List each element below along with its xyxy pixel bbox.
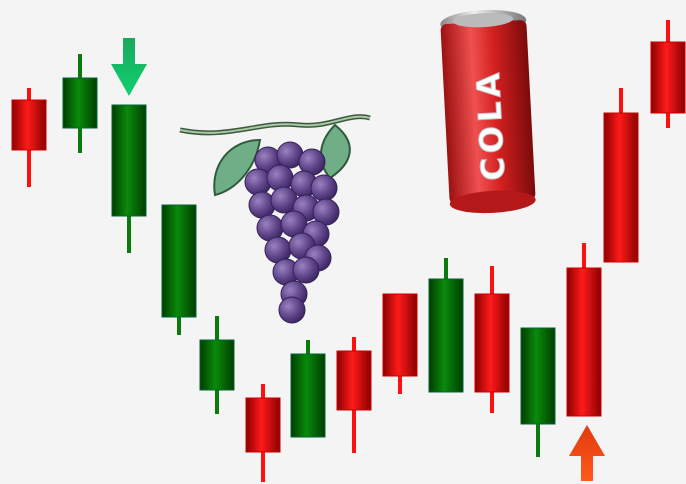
- candle-body: [246, 398, 280, 452]
- candle-body: [162, 205, 196, 317]
- grape: [293, 257, 319, 283]
- can-label: COLA: [469, 68, 513, 182]
- candle-body: [651, 42, 685, 113]
- grape: [279, 297, 305, 323]
- candle-body: [521, 328, 555, 424]
- grape: [245, 169, 271, 195]
- candle-body: [429, 279, 463, 392]
- candle-body: [383, 294, 417, 376]
- grape: [311, 175, 337, 201]
- candle-body: [337, 351, 371, 410]
- up-arrow: [569, 425, 605, 481]
- candles: [12, 20, 685, 482]
- candle-body: [567, 268, 601, 416]
- candle-body: [63, 78, 97, 128]
- candle-body: [604, 113, 638, 262]
- candle-body: [475, 294, 509, 392]
- candle-body: [291, 354, 325, 437]
- down-arrow: [111, 38, 147, 96]
- grape: [249, 192, 275, 218]
- candle-body: [200, 340, 234, 390]
- illustration: COLA: [0, 0, 686, 484]
- grapes: [180, 117, 370, 323]
- cola-can: COLA: [440, 8, 537, 215]
- candle-body: [112, 105, 146, 216]
- grape: [267, 165, 293, 191]
- candle-body: [12, 100, 46, 150]
